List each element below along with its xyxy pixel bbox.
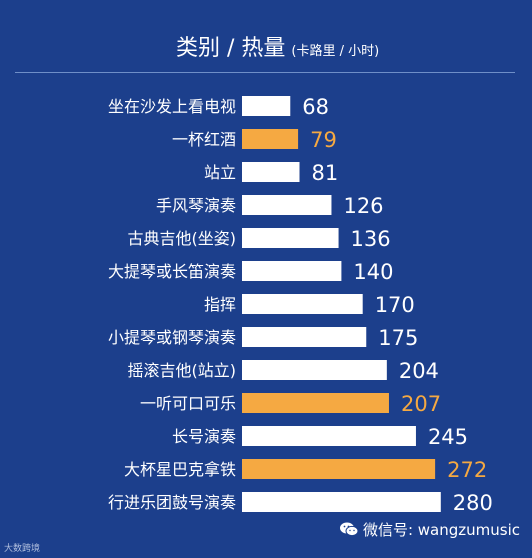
category-label: 行进乐团鼓号演奏 (108, 493, 236, 512)
bar (242, 393, 389, 413)
bar (242, 195, 332, 215)
corner-logo-text: 大数跨境 (4, 544, 41, 554)
watermark-text: 微信号: wangzumusic (362, 521, 520, 539)
value-label: 68 (302, 95, 329, 119)
value-label: 207 (401, 392, 441, 416)
bar (242, 459, 436, 479)
value-label: 272 (447, 458, 487, 482)
bar (242, 426, 416, 446)
bar (242, 162, 300, 182)
bar (242, 228, 339, 248)
category-label: 大杯星巴克拿铁 (124, 460, 236, 479)
bar (242, 327, 367, 347)
bar (242, 261, 342, 281)
category-label: 指挥 (204, 295, 236, 314)
value-label: 81 (312, 161, 339, 185)
value-label: 79 (310, 128, 337, 152)
category-label: 长号演奏 (172, 427, 236, 446)
value-label: 170 (375, 293, 415, 317)
category-label: 大提琴或长笛演奏 (108, 262, 236, 281)
category-label: 小提琴或钢琴演奏 (108, 328, 236, 347)
bar (242, 129, 299, 149)
wechat-watermark: 微信号: wangzumusic (339, 519, 520, 540)
value-label: 280 (453, 491, 493, 515)
chart-header: 类别 / 热量 (卡路里 / 小时) (0, 0, 532, 76)
bar (242, 492, 441, 512)
category-label: 一听可口可乐 (140, 394, 236, 413)
bar (242, 294, 363, 314)
category-label: 摇滚吉他(站立) (128, 361, 237, 380)
value-label: 175 (378, 326, 418, 350)
value-label: 245 (428, 425, 468, 449)
category-label: 站立 (204, 163, 236, 182)
title-divider (15, 72, 515, 73)
bar (242, 96, 291, 116)
chart-title-text: 类别 / 热量 (176, 36, 286, 61)
category-label: 手风琴演奏 (156, 196, 236, 215)
bar (242, 360, 387, 380)
corner-logo: 大数跨境 (4, 541, 40, 554)
value-label: 136 (351, 227, 391, 251)
value-label: 126 (343, 194, 383, 218)
wechat-icon (339, 522, 359, 537)
chart-subtitle: (卡路里 / 小时) (291, 44, 380, 59)
value-label: 204 (399, 359, 439, 383)
category-label: 坐在沙发上看电视 (108, 97, 236, 116)
category-label: 古典吉他(坐姿) (128, 229, 237, 248)
category-label: 一杯红酒 (172, 130, 236, 149)
value-label: 140 (353, 260, 393, 284)
chart-title: 类别 / 热量 (卡路里 / 小时) (176, 30, 379, 62)
